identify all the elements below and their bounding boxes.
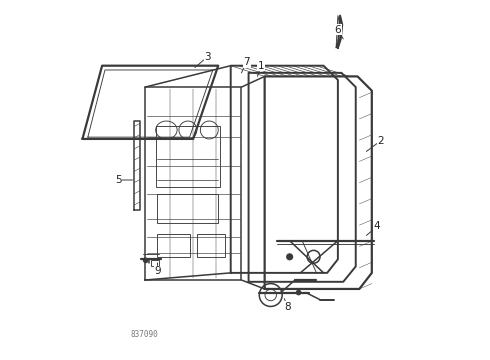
Text: 4: 4 bbox=[367, 221, 380, 235]
Circle shape bbox=[143, 257, 148, 263]
Text: 837090: 837090 bbox=[131, 330, 158, 339]
Text: 9: 9 bbox=[154, 263, 161, 276]
Circle shape bbox=[296, 290, 301, 296]
Text: 7: 7 bbox=[242, 57, 250, 73]
Text: 6: 6 bbox=[335, 25, 343, 39]
Text: 2: 2 bbox=[367, 136, 384, 152]
Text: 1: 1 bbox=[258, 61, 265, 76]
Text: 3: 3 bbox=[195, 52, 211, 67]
Text: 5: 5 bbox=[115, 175, 132, 185]
Circle shape bbox=[286, 253, 293, 260]
Text: 8: 8 bbox=[284, 298, 291, 312]
